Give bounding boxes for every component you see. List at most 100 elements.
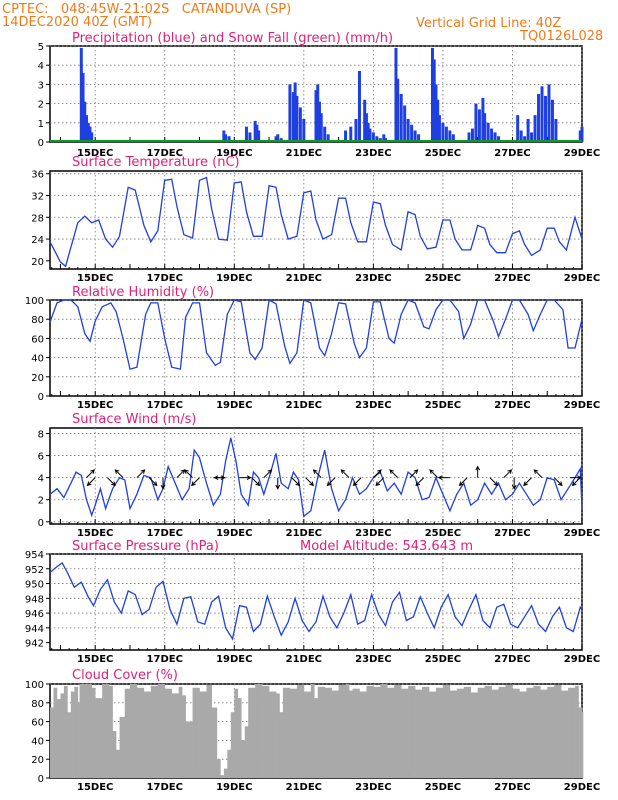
date-label: 25DEC bbox=[425, 273, 461, 284]
date-label: 27DEC bbox=[494, 654, 530, 665]
cloud-bar bbox=[540, 689, 548, 778]
date-label: 25DEC bbox=[425, 400, 461, 411]
wind-vector bbox=[136, 469, 145, 479]
cloud-bar bbox=[192, 687, 200, 778]
precip-bar bbox=[319, 113, 323, 142]
precip-bar bbox=[375, 136, 379, 142]
cloud-bar bbox=[102, 684, 110, 778]
precip-bar bbox=[316, 84, 320, 142]
date-label: 19DEC bbox=[216, 400, 252, 411]
y-tick-label: 942 bbox=[25, 639, 44, 650]
y-tick-label: 4 bbox=[38, 61, 44, 72]
cloud-bar bbox=[352, 688, 360, 778]
precip-bar bbox=[547, 84, 551, 142]
cloud-bar bbox=[463, 686, 472, 778]
y-tick-label: 0 bbox=[38, 392, 44, 403]
cloud-bar bbox=[227, 749, 232, 778]
press-line bbox=[49, 561, 583, 641]
date-label: 29DEC bbox=[564, 528, 600, 539]
y-tick-label: 32 bbox=[31, 192, 44, 203]
cloud-bar bbox=[449, 690, 458, 778]
wind-vector-head bbox=[295, 481, 301, 487]
wind-vector bbox=[86, 469, 95, 479]
precip-bar bbox=[85, 115, 89, 142]
date-label: 15DEC bbox=[77, 148, 113, 159]
precip-bar bbox=[364, 113, 368, 142]
wind-vector bbox=[533, 469, 543, 479]
cloud-bar bbox=[95, 698, 103, 778]
precip-bar bbox=[366, 122, 370, 142]
wind-vector bbox=[313, 469, 322, 479]
y-tick-label: 2 bbox=[38, 496, 44, 507]
header-station: CPTEC: 048:45W-21:02S CATANDUVA (SP) bbox=[2, 2, 291, 17]
date-label: 19DEC bbox=[216, 273, 252, 284]
cloud-bar bbox=[241, 740, 246, 778]
cloud-bar bbox=[526, 687, 534, 778]
precip-bar bbox=[436, 99, 440, 142]
precip-bar bbox=[90, 132, 94, 142]
cloud-bar bbox=[248, 687, 256, 778]
wind-vector bbox=[305, 477, 314, 486]
cloud-bar bbox=[171, 693, 179, 778]
date-label: 21DEC bbox=[286, 654, 322, 665]
panel-title: Relative Humidity (%) bbox=[72, 285, 214, 300]
panel-title: Surface Pressure (hPa) bbox=[72, 539, 219, 554]
precip-bar bbox=[474, 103, 478, 142]
date-label: 15DEC bbox=[77, 273, 113, 284]
wind-vector-head bbox=[86, 481, 92, 487]
precip-bar bbox=[276, 134, 280, 142]
wind-vector-head bbox=[533, 469, 539, 474]
y-tick-label: 20 bbox=[31, 257, 44, 268]
y-tick-label: 4 bbox=[38, 474, 44, 485]
cloud-bar bbox=[324, 687, 332, 778]
cloud-bar bbox=[74, 686, 79, 778]
wind-vector bbox=[107, 477, 116, 486]
precip-bar bbox=[580, 126, 584, 142]
wind-vector-head bbox=[377, 469, 382, 474]
cloud-bar bbox=[578, 707, 583, 778]
cloud-bar bbox=[387, 687, 395, 778]
wind-vector bbox=[389, 469, 399, 479]
cloud-bar bbox=[109, 685, 113, 778]
wind-vector bbox=[572, 477, 581, 486]
date-label: 21DEC bbox=[286, 528, 322, 539]
precip-bar bbox=[255, 124, 259, 142]
date-label: 29DEC bbox=[564, 400, 600, 411]
wind-vector-head bbox=[571, 481, 577, 487]
cloud-bar bbox=[255, 684, 263, 778]
y-tick-label: 80 bbox=[31, 315, 44, 326]
panel-precip: 0 1 2 3 4 5 15DEC 17DEC 19DEC 21DEC 23DEC 25DEC 27DE… bbox=[38, 31, 601, 159]
y-tick-label: 40 bbox=[31, 354, 44, 365]
y-tick-label: 2 bbox=[38, 100, 44, 111]
precip-bar bbox=[448, 130, 452, 142]
y-tick-label: 944 bbox=[25, 624, 44, 635]
wind-vector bbox=[415, 477, 425, 486]
precip-bar bbox=[490, 128, 494, 142]
precip-bar bbox=[523, 136, 527, 142]
cloud-bar bbox=[359, 691, 367, 778]
cloud-bar bbox=[349, 690, 353, 778]
wind-vector bbox=[375, 477, 385, 486]
precip-bar bbox=[526, 118, 530, 142]
cloud-bar bbox=[491, 689, 499, 778]
temp-line bbox=[49, 176, 583, 268]
y-tick-label: 60 bbox=[31, 334, 44, 345]
precip-bar bbox=[430, 47, 434, 142]
date-label: 15DEC bbox=[77, 654, 113, 665]
wind-vector-head bbox=[90, 469, 95, 474]
date-label: 29DEC bbox=[564, 148, 600, 159]
precip-bar bbox=[227, 136, 231, 142]
cloud-bar bbox=[505, 684, 513, 778]
precip-bar bbox=[519, 130, 523, 142]
cloud-bar bbox=[77, 702, 80, 778]
date-label: 25DEC bbox=[425, 528, 461, 539]
cloud-bar bbox=[182, 695, 186, 778]
date-label: 19DEC bbox=[216, 148, 252, 159]
precip-bar bbox=[403, 105, 407, 142]
date-label: 23DEC bbox=[355, 273, 391, 284]
panel-title: Surface Wind (m/s) bbox=[72, 412, 196, 427]
y-tick-label: 36 bbox=[31, 170, 44, 181]
cloud-bar bbox=[310, 684, 315, 778]
precip-bar bbox=[354, 118, 358, 142]
